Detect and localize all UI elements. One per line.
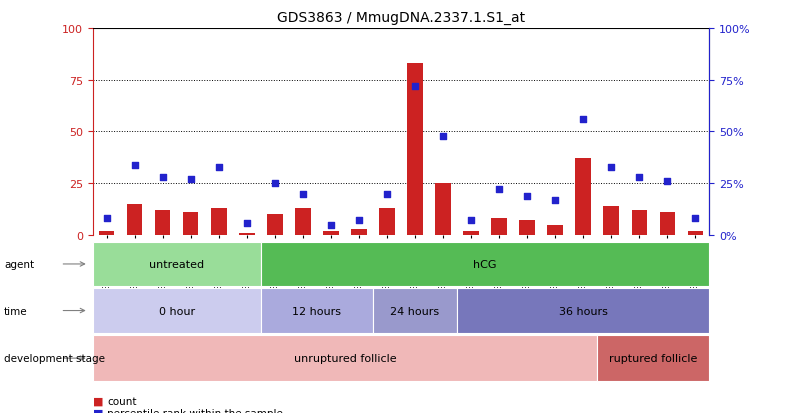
Point [492,187,505,193]
Bar [93,242,261,286]
Bar [435,184,451,235]
Point [577,116,590,123]
Bar [183,213,198,235]
Point [437,133,450,140]
Bar [463,231,479,235]
Text: 0 hour: 0 hour [159,306,195,316]
Bar [93,288,261,334]
Bar [604,206,619,235]
Point [380,191,393,197]
Point [689,216,702,222]
Text: ■: ■ [93,408,103,413]
Bar [659,213,675,235]
Text: time: time [4,306,27,316]
Point [156,174,169,181]
Point [212,164,225,171]
Point [100,216,113,222]
Text: 36 hours: 36 hours [559,306,608,316]
Text: ruptured follicle: ruptured follicle [609,353,697,363]
Bar [211,209,226,235]
Text: percentile rank within the sample: percentile rank within the sample [107,408,283,413]
Text: ■: ■ [93,396,103,406]
Bar [407,64,422,235]
Bar [575,159,591,235]
Bar [457,288,709,334]
Point [661,178,674,185]
Title: GDS3863 / MmugDNA.2337.1.S1_at: GDS3863 / MmugDNA.2337.1.S1_at [277,11,525,25]
Bar [261,242,709,286]
Bar [99,231,114,235]
Text: untreated: untreated [149,259,205,269]
Point [633,174,646,181]
Point [268,180,281,187]
Bar [295,209,310,235]
Bar [380,209,395,235]
Bar [239,233,255,235]
Point [464,218,477,224]
Point [409,83,422,90]
Bar [267,215,283,235]
Text: development stage: development stage [4,353,105,363]
Point [604,164,617,171]
Bar [261,288,373,334]
Point [325,222,338,228]
Text: count: count [107,396,137,406]
Text: unruptured follicle: unruptured follicle [293,353,397,363]
Bar [323,231,339,235]
Bar [632,211,647,235]
Bar [597,335,709,381]
Text: agent: agent [4,259,34,269]
Bar [373,288,457,334]
Text: 12 hours: 12 hours [293,306,342,316]
Bar [127,204,143,235]
Text: 24 hours: 24 hours [390,306,439,316]
Bar [547,225,563,235]
Point [185,176,197,183]
Point [128,162,141,169]
Bar [155,211,170,235]
Point [240,220,253,226]
Bar [688,231,703,235]
Point [352,218,365,224]
Text: hCG: hCG [473,259,496,269]
Bar [93,335,597,381]
Bar [492,219,507,235]
Point [549,197,562,204]
Bar [351,229,367,235]
Bar [519,221,535,235]
Point [521,193,534,199]
Point [297,191,310,197]
